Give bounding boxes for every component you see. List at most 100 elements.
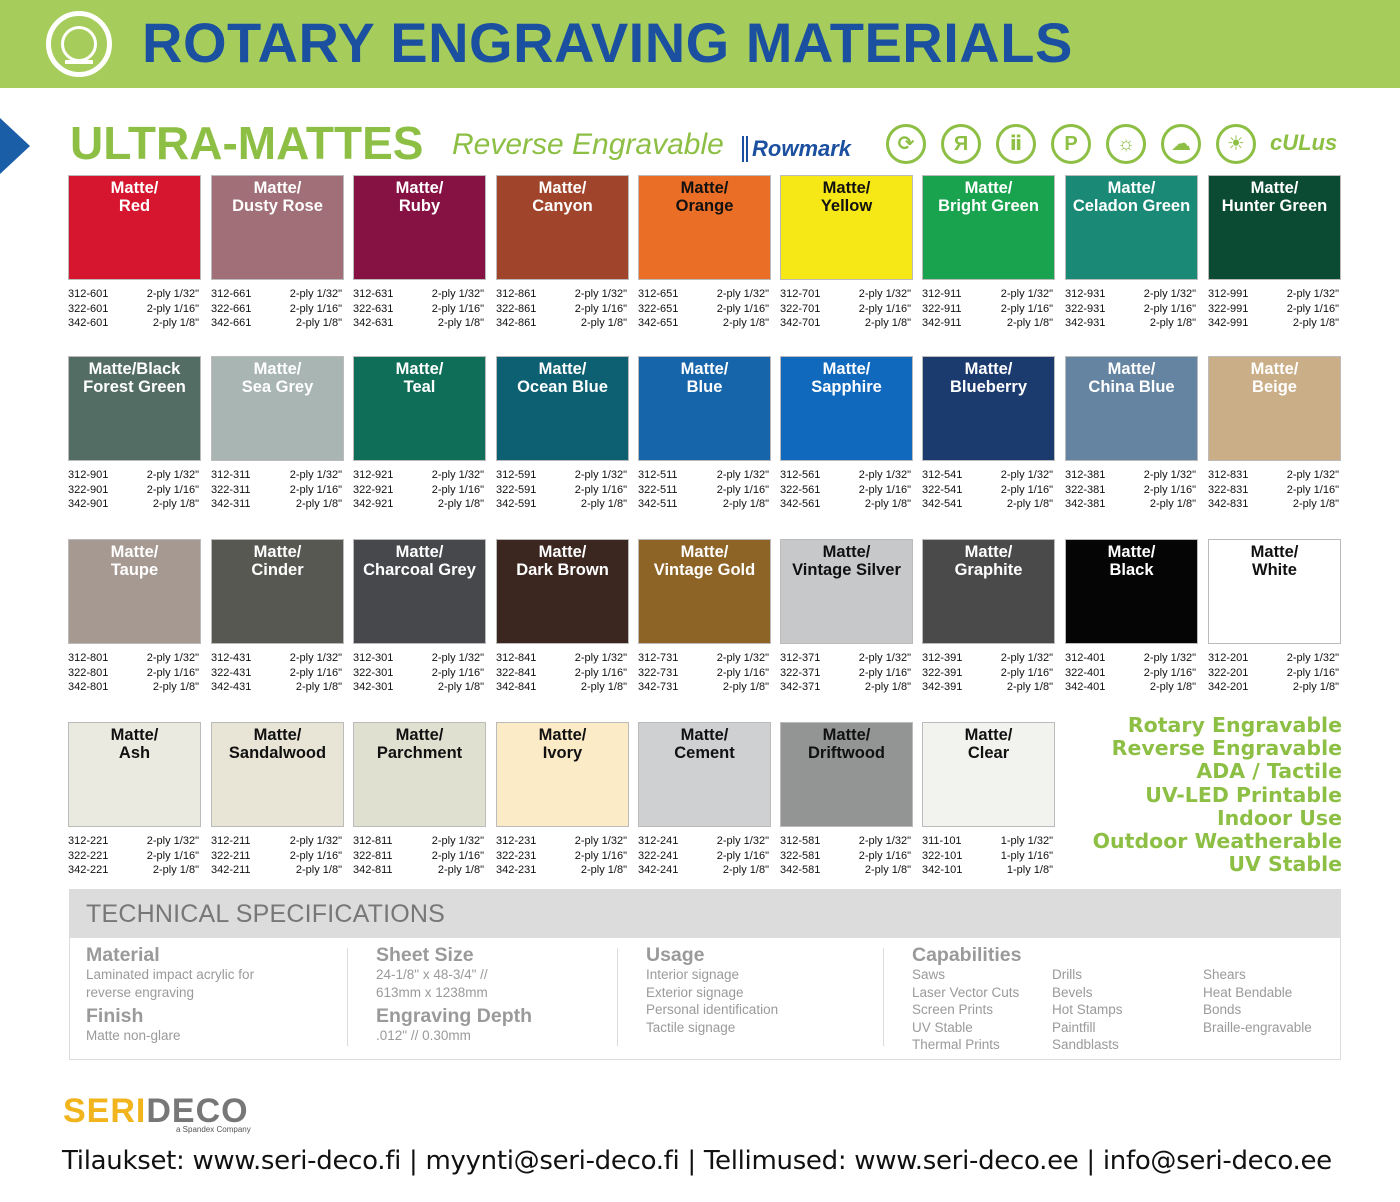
ply-thickness: 2-ply 1/8" [722, 681, 769, 693]
color-swatch: Matte/Bright Green [922, 175, 1055, 280]
product-code: 312-841 [496, 652, 537, 664]
color-tile: Matte/Vintage Silver 312-371 2-ply 1/32" 32… [780, 539, 913, 695]
swatch-label: Matte/ [964, 543, 1013, 561]
spec-header-bar: TECHNICAL SPECIFICATIONS [70, 890, 1340, 938]
swatch-label: Dark Brown [516, 561, 609, 579]
color-tile: Matte/Taupe 312-801 2-ply 1/32" 322-801 2-pl… [68, 539, 201, 695]
feature-item: Outdoor Weatherable [1092, 829, 1342, 854]
swatch-label: Black [1109, 561, 1154, 579]
code-row: 322-831 2-ply 1/16" [1208, 483, 1341, 498]
ply-thickness: 2-ply 1/8" [580, 317, 627, 329]
swatch-label: Matte/ [680, 726, 729, 744]
product-codes: 312-601 2-ply 1/32" 322-601 2-ply 1/16" 342-… [68, 287, 201, 331]
spec-text: Bonds [1203, 1002, 1242, 1017]
code-row: 342-311 2-ply 1/8" [211, 497, 344, 512]
code-row: 312-391 2-ply 1/32" [922, 651, 1055, 666]
product-line-title: ULTRA-MATTES [70, 117, 424, 169]
code-row: 312-401 2-ply 1/32" [1065, 651, 1198, 666]
ply-thickness: 2-ply 1/32" [1143, 652, 1196, 664]
ply-thickness: 2-ply 1/8" [864, 317, 911, 329]
code-row: 342-831 2-ply 1/8" [1208, 497, 1341, 512]
color-swatch: Matte/Ash [68, 722, 201, 827]
color-swatch: Matte/Beige [1208, 356, 1341, 461]
product-code: 322-561 [780, 483, 821, 496]
product-code: 342-991 [1208, 317, 1249, 329]
color-tile: Matte/Clear 311-101 1-ply 1/32" 322-101 1-pl… [922, 722, 1055, 878]
spec-text: Paintfill [1052, 1019, 1096, 1035]
color-tile: Matte/China Blue 312-381 2-ply 1/32" 322-38… [1065, 356, 1198, 512]
ply-thickness: 2-ply 1/32" [289, 469, 342, 481]
color-swatch: Matte/Red [68, 175, 201, 280]
product-codes: 312-241 2-ply 1/32" 322-241 2-ply 1/16" 342-… [638, 834, 771, 878]
swatch-label: White [1252, 561, 1297, 579]
code-row: 322-811 2-ply 1/16" [353, 849, 486, 864]
swatch-label: Blueberry [949, 378, 1028, 396]
product-code: 312-651 [638, 288, 679, 300]
color-tile: Matte/Ivory 312-231 2-ply 1/32" 322-231 2-pl… [496, 722, 629, 878]
code-row: 342-811 2-ply 1/8" [353, 863, 486, 878]
color-swatch: Matte/White [1208, 539, 1341, 644]
ply-thickness: 1-ply 1/8" [1006, 864, 1053, 876]
color-swatch: Matte/Black Forest Green [68, 356, 201, 461]
color-swatch: Matte/Ocean Blue [496, 356, 629, 461]
ply-thickness: 2-ply 1/16" [574, 666, 627, 679]
color-tile: Matte/Ash 312-221 2-ply 1/32" 322-221 2-ply … [68, 722, 201, 878]
ply-thickness: 2-ply 1/8" [437, 864, 484, 876]
code-row: 322-101 1-ply 1/16" [922, 849, 1055, 864]
code-row: 342-371 2-ply 1/8" [780, 680, 913, 695]
product-code: 342-381 [1065, 498, 1106, 510]
code-row: 342-301 2-ply 1/8" [353, 680, 486, 695]
product-codes: 312-541 2-ply 1/32" 322-541 2-ply 1/16" 342-… [922, 468, 1055, 512]
code-row: 312-811 2-ply 1/32" [353, 834, 486, 849]
code-row: 322-371 2-ply 1/16" [780, 666, 913, 681]
product-codes: 312-661 2-ply 1/32" 322-661 2-ply 1/16" 342-… [211, 287, 344, 331]
color-swatch: Matte/Canyon [496, 175, 629, 280]
code-row: 322-391 2-ply 1/16" [922, 666, 1055, 681]
product-code: 342-591 [496, 498, 537, 510]
product-code: 322-371 [780, 666, 821, 679]
color-tile: Matte/Cinder 312-431 2-ply 1/32" 322-431 2-p… [211, 539, 344, 695]
page-title: ROTARY ENGRAVING MATERIALS [142, 11, 1073, 74]
product-codes: 312-231 2-ply 1/32" 322-231 2-ply 1/16" 342-… [496, 834, 629, 878]
ply-thickness: 2-ply 1/32" [716, 469, 769, 481]
swatch-label: Vintage Gold [653, 561, 756, 579]
code-row: 322-731 2-ply 1/16" [638, 666, 771, 681]
product-codes: 312-381 2-ply 1/32" 322-381 2-ply 1/16" 342-… [1065, 468, 1198, 512]
color-tile: Matte/Dusty Rose 312-661 2-ply 1/32" 322-66… [211, 175, 344, 331]
code-row: 312-911 2-ply 1/32" [922, 287, 1055, 302]
ply-thickness: 1-ply 1/32" [1000, 835, 1053, 847]
color-tile: Matte/Driftwood 312-581 2-ply 1/32" 322-581… [780, 722, 913, 878]
code-row: 312-701 2-ply 1/32" [780, 287, 913, 302]
product-codes: 312-211 2-ply 1/32" 322-211 2-ply 1/16" 342-… [211, 834, 344, 878]
spec-heading: Capabilities [912, 944, 1022, 966]
color-tile: Matte/Charcoal Grey 312-301 2-ply 1/32" 322… [353, 539, 486, 695]
spec-text: Matte non-glare [86, 1028, 181, 1043]
product-codes: 312-581 2-ply 1/32" 322-581 2-ply 1/16" 342-… [780, 834, 913, 878]
swatch-label: Matte/ [964, 179, 1013, 197]
product-codes: 312-401 2-ply 1/32" 322-401 2-ply 1/16" 342-… [1065, 651, 1198, 695]
code-row: 342-651 2-ply 1/8" [638, 316, 771, 331]
product-code: 322-301 [353, 666, 394, 679]
product-code: 322-541 [922, 483, 963, 496]
color-swatch: Matte/Yellow [780, 175, 913, 280]
product-code: 322-601 [68, 302, 109, 315]
swatch-label: Matte/ [538, 726, 587, 744]
ply-thickness: 2-ply 1/8" [580, 681, 627, 693]
product-code: 312-431 [211, 652, 252, 664]
ply-thickness: 2-ply 1/32" [1286, 652, 1339, 664]
ply-thickness: 2-ply 1/32" [289, 288, 342, 300]
color-swatch: Matte/Blueberry [922, 356, 1055, 461]
product-code: 342-901 [68, 498, 109, 510]
swatch-label: Matte/ [395, 179, 444, 197]
code-row: 322-541 2-ply 1/16" [922, 483, 1055, 498]
code-row: 342-631 2-ply 1/8" [353, 316, 486, 331]
ply-thickness: 2-ply 1/32" [858, 288, 911, 300]
spec-text: Heat Bendable [1203, 984, 1293, 1000]
ply-thickness: 2-ply 1/16" [1143, 483, 1196, 496]
logo-tagline: a Spandex Company [176, 1125, 251, 1134]
swatch-label: Matte/ [822, 543, 871, 561]
code-row: 342-101 1-ply 1/8" [922, 863, 1055, 878]
product-code: 312-731 [638, 652, 679, 664]
product-code: 312-831 [1208, 469, 1249, 481]
color-tile: Matte/Sea Grey 312-311 2-ply 1/32" 322-311 2… [211, 356, 344, 512]
